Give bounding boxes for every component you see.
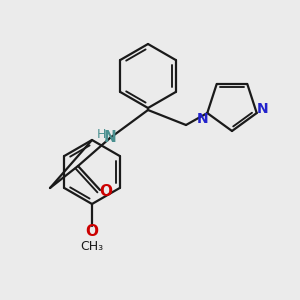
- Text: O: O: [100, 184, 112, 200]
- Text: N: N: [196, 112, 208, 126]
- Text: H: H: [96, 128, 106, 142]
- Text: N: N: [257, 102, 268, 116]
- Text: O: O: [85, 224, 98, 239]
- Text: N: N: [103, 130, 116, 146]
- Text: CH₃: CH₃: [80, 239, 104, 253]
